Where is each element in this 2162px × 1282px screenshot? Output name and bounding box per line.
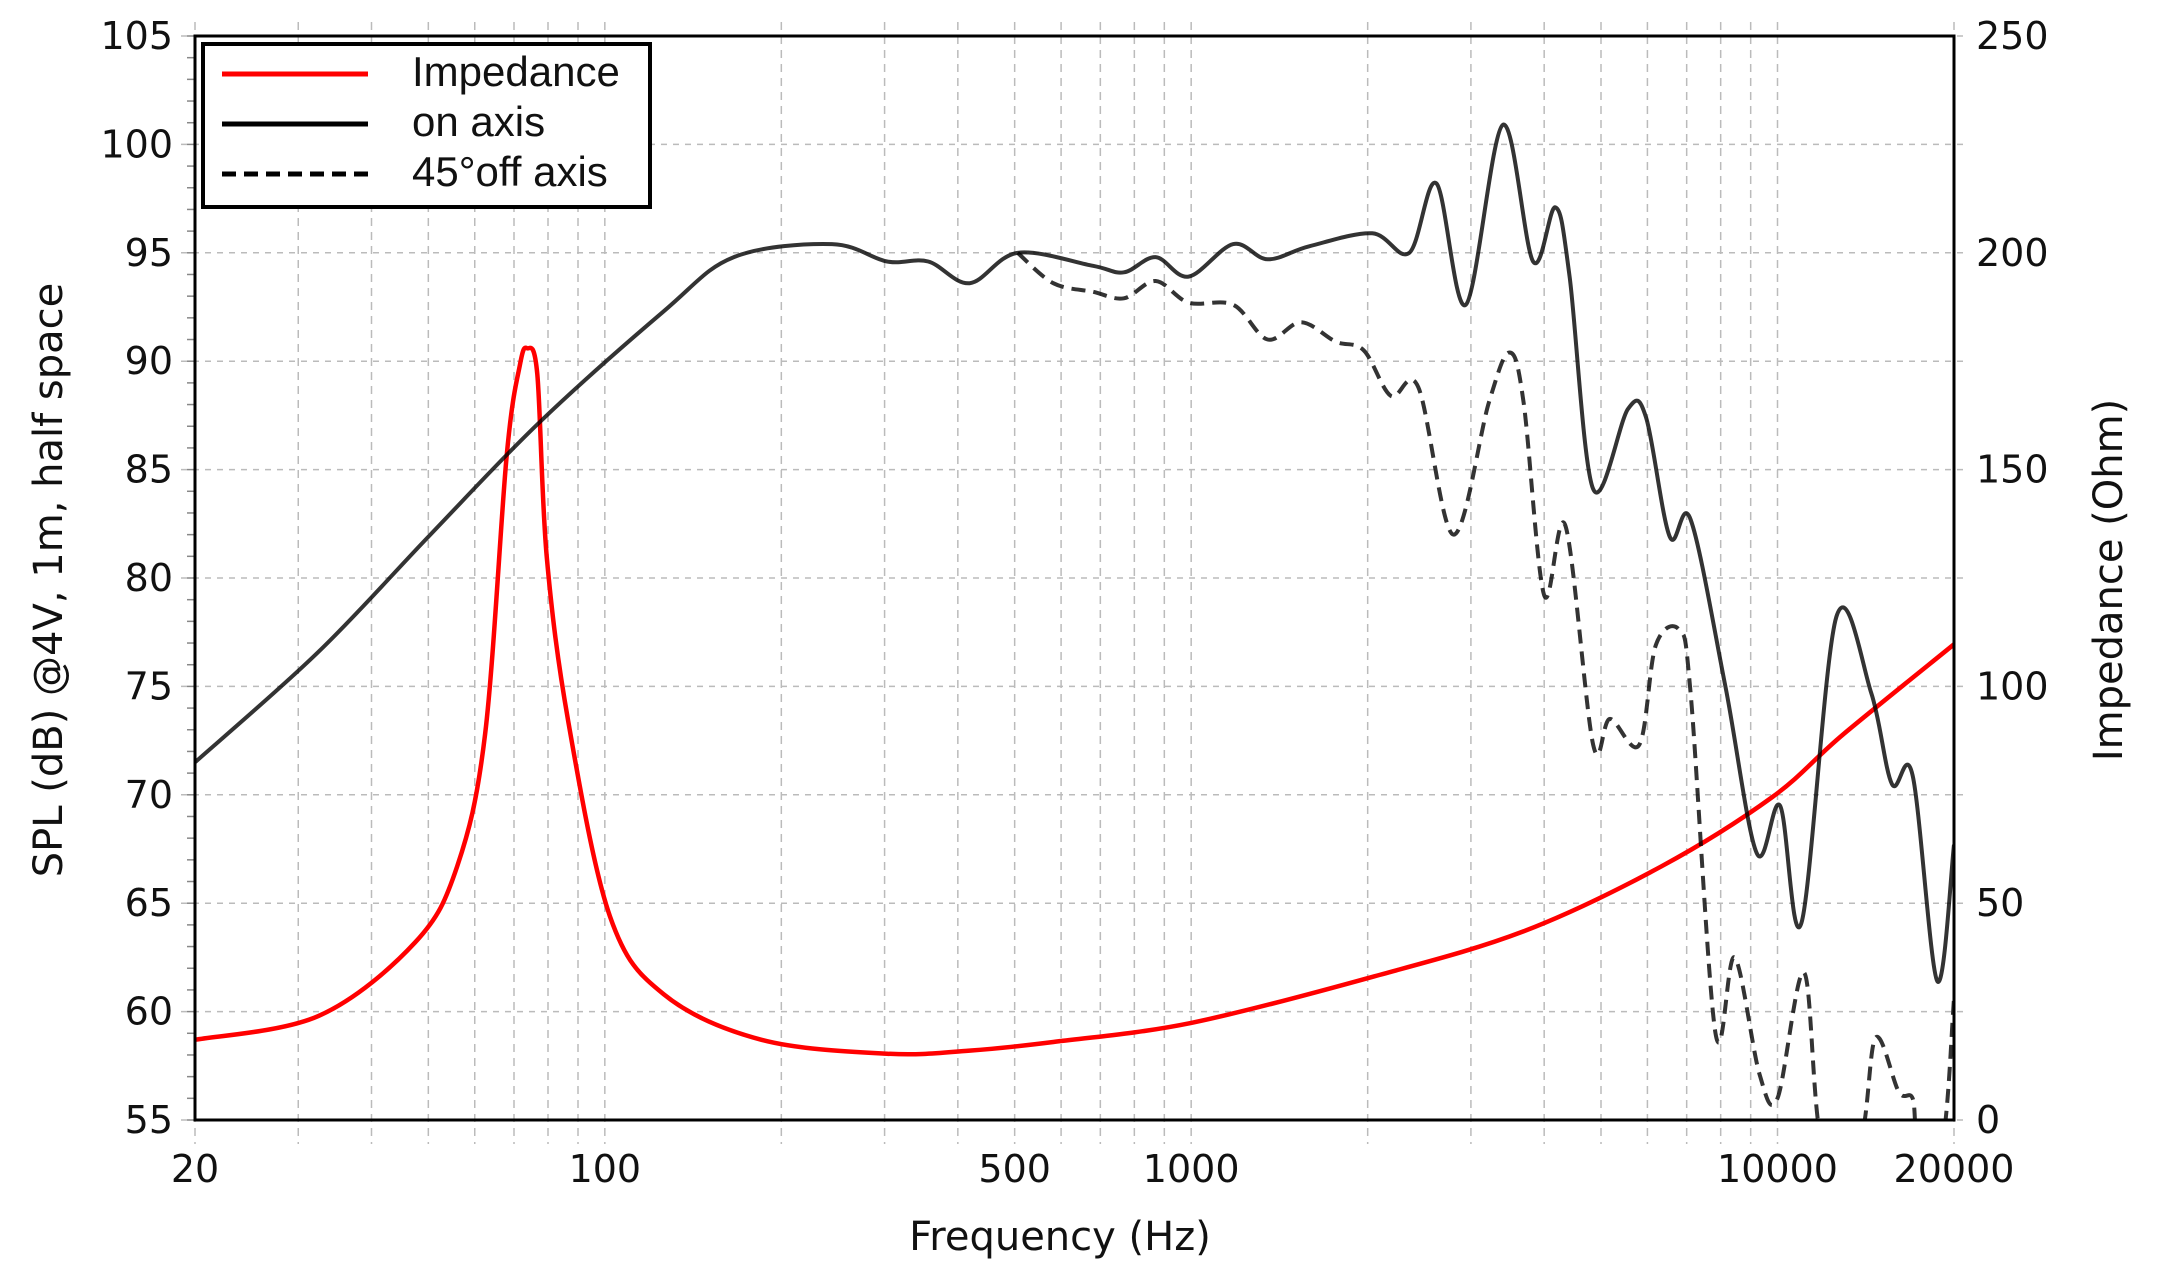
y2-tick-label: 100 bbox=[1976, 664, 2049, 708]
y-tick-label: 90 bbox=[125, 339, 173, 383]
series-line-on-axis bbox=[195, 122, 1954, 984]
grid bbox=[181, 22, 1968, 1144]
legend-label-on-axis: on axis bbox=[412, 98, 545, 145]
y2-axis-label: Impedance (Ohm) bbox=[2086, 399, 2132, 761]
y-tick-label: 75 bbox=[125, 664, 173, 708]
y2-tick-label: 150 bbox=[1976, 448, 2049, 492]
x-tick-label: 10000 bbox=[1717, 1147, 1838, 1191]
series-lines bbox=[195, 122, 1954, 1120]
y2-tick-labels: 0 50 100 150 200 250 bbox=[1976, 14, 2049, 1142]
legend-label-impedance: Impedance bbox=[412, 48, 620, 95]
y-tick-label: 95 bbox=[125, 231, 173, 275]
y-tick-label: 105 bbox=[100, 14, 173, 58]
y-tick-labels: 55 60 65 70 75 80 85 90 95 100 105 bbox=[100, 14, 173, 1142]
x-tick-labels: 20 100 500 1000 10000 20000 bbox=[171, 1147, 2015, 1191]
x-tick-label: 500 bbox=[978, 1147, 1051, 1191]
y-tick-label: 65 bbox=[125, 881, 173, 925]
series-line-45-off-axis bbox=[1016, 251, 1954, 1120]
y2-tick-label: 50 bbox=[1976, 881, 2024, 925]
y2-tick-label: 0 bbox=[1976, 1098, 2000, 1142]
legend-label-off-axis: 45°off axis bbox=[412, 148, 608, 195]
y-tick-label: 100 bbox=[100, 122, 173, 166]
y-tick-label: 80 bbox=[125, 556, 173, 600]
x-tick-label: 20000 bbox=[1894, 1147, 2015, 1191]
y-tick-label: 55 bbox=[125, 1098, 173, 1142]
x-axis-label: Frequency (Hz) bbox=[909, 1214, 1211, 1260]
y-axis-label: SPL (dB) @4V, 1m, half space bbox=[26, 283, 72, 877]
legend: Impedance on axis 45°off axis bbox=[201, 42, 652, 209]
plot-frame bbox=[193, 34, 1956, 1122]
y2-tick-label: 250 bbox=[1976, 14, 2049, 58]
x-tick-label: 1000 bbox=[1143, 1147, 1240, 1191]
series-line-impedance bbox=[195, 345, 1954, 1057]
y-tick-label: 85 bbox=[125, 448, 173, 492]
y-tick-label: 60 bbox=[125, 990, 173, 1034]
y2-tick-label: 200 bbox=[1976, 231, 2049, 275]
x-tick-label: 100 bbox=[569, 1147, 642, 1191]
y-tick-label: 70 bbox=[125, 773, 173, 817]
x-tick-label: 20 bbox=[171, 1147, 219, 1191]
